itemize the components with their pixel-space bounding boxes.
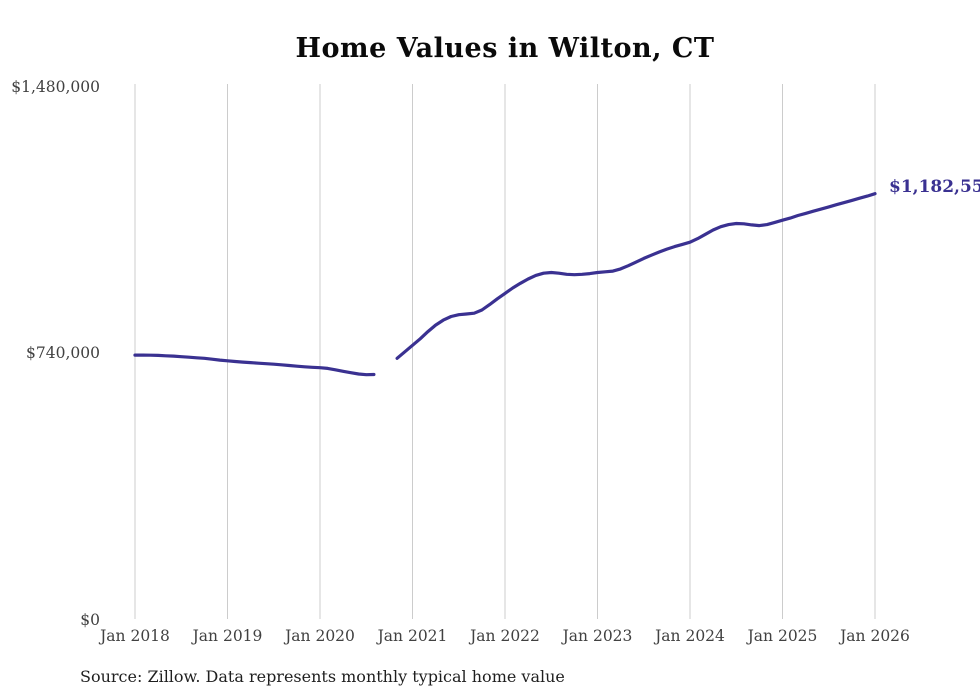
gridlines [134, 84, 876, 619]
value-line [395, 192, 877, 360]
x-tick-label: Jan 2026 [840, 627, 910, 645]
x-tick-label: Jan 2019 [192, 627, 263, 645]
x-tick-label: Jan 2018 [100, 627, 170, 645]
y-tick-label: $1,480,000 [11, 77, 100, 96]
y-tick-label: $0 [80, 611, 100, 629]
chart-title: Home Values in Wilton, CT [295, 33, 715, 64]
value-line [133, 353, 376, 377]
x-tick-label: Jan 2021 [377, 627, 448, 645]
y-tick-label: $740,000 [26, 344, 100, 363]
x-tick-label: Jan 2022 [470, 627, 540, 645]
x-tick-label: Jan 2023 [562, 627, 633, 645]
end-value-label: $1,182,552 [889, 176, 980, 197]
line-series [133, 192, 877, 377]
x-tick-label: Jan 2020 [285, 627, 355, 645]
x-tick-label: Jan 2025 [747, 627, 818, 645]
source-note: Source: Zillow. Data represents monthly … [80, 667, 565, 686]
x-tick-label: Jan 2024 [655, 627, 725, 645]
